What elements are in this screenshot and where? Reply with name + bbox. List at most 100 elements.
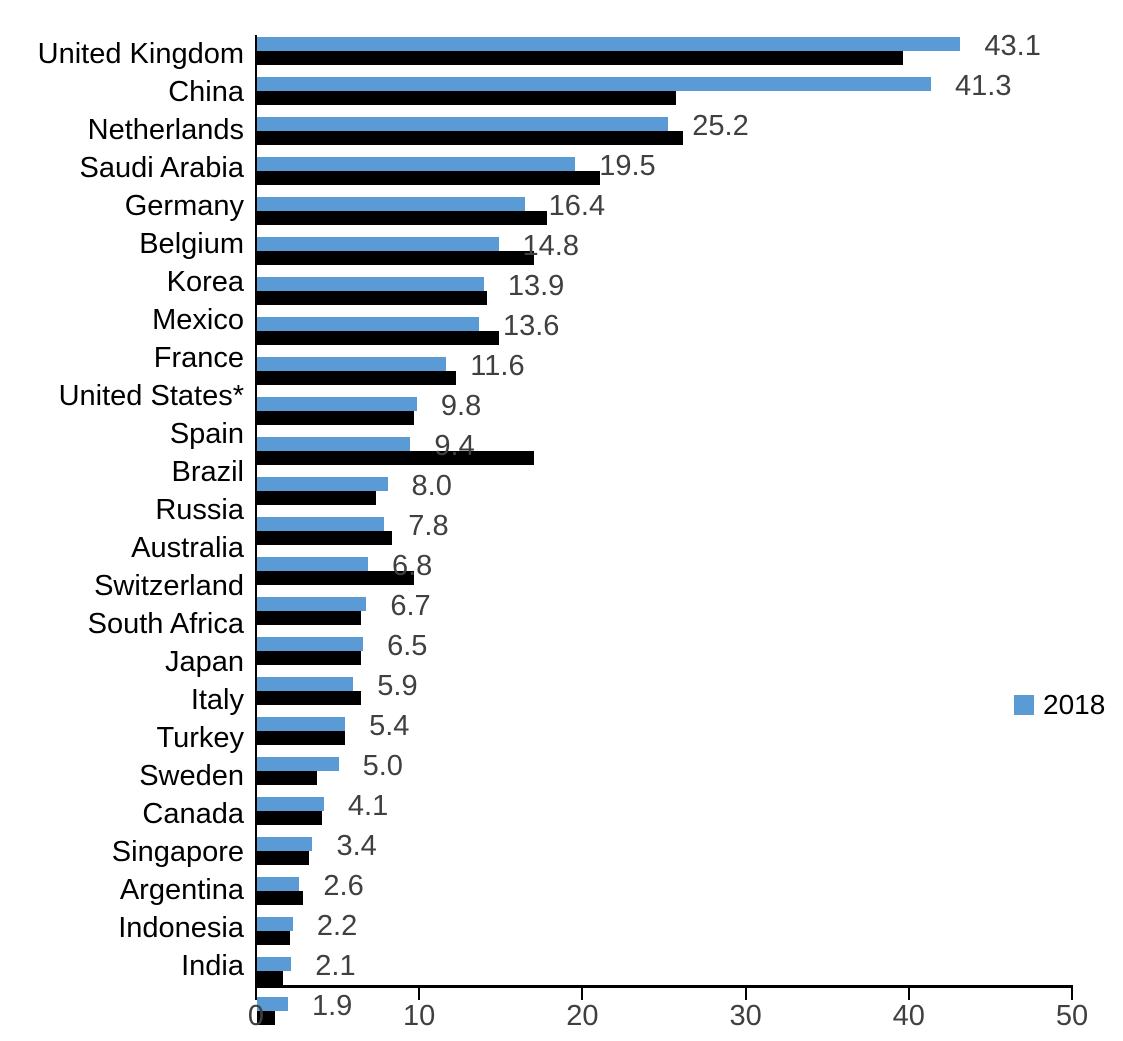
value-label: 6.5 bbox=[387, 630, 428, 662]
bar-2014 bbox=[257, 771, 318, 785]
category-label: Singapore bbox=[111, 836, 244, 868]
bar-2018 bbox=[257, 677, 354, 691]
category-label: Canada bbox=[142, 798, 244, 830]
value-label: 43.1 bbox=[984, 30, 1041, 62]
category-labels: United Kingdom China Netherlands Saudi Arab… bbox=[0, 35, 244, 985]
bar-group: 6.5 bbox=[257, 631, 1073, 675]
category-label: Netherlands bbox=[87, 114, 244, 146]
value-label: 13.6 bbox=[502, 310, 560, 342]
bar-2014 bbox=[257, 331, 499, 345]
value-label: 16.4 bbox=[548, 190, 606, 222]
category-label: Belgium bbox=[139, 228, 244, 260]
bar-group: 2.2 bbox=[257, 911, 1073, 955]
category-label: South Africa bbox=[87, 608, 244, 640]
bar-2018 bbox=[257, 637, 364, 651]
bar-group: 5.0 bbox=[257, 751, 1073, 795]
axis-tick bbox=[581, 988, 584, 1000]
category-label: Turkey bbox=[156, 722, 244, 754]
bar-2014 bbox=[257, 531, 393, 545]
x-tick-label: 20 bbox=[566, 1000, 599, 1032]
value-label: 3.4 bbox=[336, 830, 377, 862]
bar-2014 bbox=[257, 571, 414, 585]
value-label: 13.9 bbox=[507, 270, 565, 302]
bar-2014 bbox=[257, 211, 548, 225]
bar-group: 14.8 bbox=[257, 231, 1073, 275]
bar-group: 9.8 bbox=[257, 391, 1073, 435]
bar-2014 bbox=[257, 811, 323, 825]
category-label: India bbox=[181, 950, 244, 982]
value-label: 11.6 bbox=[470, 350, 525, 382]
bar-2018 bbox=[257, 917, 293, 931]
bar-2018 bbox=[257, 317, 479, 331]
bar-2014 bbox=[257, 91, 677, 105]
bar-2018 bbox=[257, 357, 447, 371]
axis-tick bbox=[1071, 988, 1073, 1000]
value-label: 25.2 bbox=[692, 110, 749, 142]
x-axis-ticks: 0 10 20 30 40 50 bbox=[0, 988, 1123, 1041]
bar-group: 9.4 bbox=[257, 431, 1073, 475]
category-label: Spain bbox=[169, 418, 244, 450]
category-label: Australia bbox=[131, 532, 244, 564]
bar-group: 11.6 bbox=[257, 351, 1073, 395]
category-label: Saudi Arabia bbox=[79, 152, 244, 184]
x-tick-label: 0 bbox=[247, 1000, 265, 1032]
bar-group: 5.4 bbox=[257, 711, 1073, 755]
value-label: 2.2 bbox=[316, 910, 358, 942]
bar-2014 bbox=[257, 51, 904, 65]
bar-group: 2.1 bbox=[257, 951, 1073, 995]
bar-2018 bbox=[257, 197, 525, 211]
category-label: Argentina bbox=[119, 874, 244, 906]
bar-2018 bbox=[257, 517, 385, 531]
category-label: Indonesia bbox=[118, 912, 244, 944]
bar-2018 bbox=[257, 477, 388, 491]
bar-2018 bbox=[257, 757, 339, 771]
bar-group: 6.8 bbox=[257, 551, 1073, 595]
value-label: 2.1 bbox=[315, 950, 356, 982]
x-tick-label: 30 bbox=[729, 1000, 762, 1032]
bar-2018 bbox=[257, 157, 576, 171]
value-label: 8.0 bbox=[411, 470, 452, 502]
legend-label-2018: 2018 bbox=[1043, 689, 1106, 720]
value-label: 5.9 bbox=[377, 670, 418, 702]
category-label: Mexico bbox=[152, 304, 244, 336]
plot-rows: 43.1 41.3 25.2 19.5 16.4 14.8 13.9 13.6 11.6 9.8 9… bbox=[257, 31, 1073, 1035]
axis-tick bbox=[907, 988, 910, 1000]
bar-2014 bbox=[257, 891, 303, 905]
bar-group: 8.0 bbox=[257, 471, 1073, 515]
bar-2018 bbox=[257, 717, 346, 731]
x-tick-label: 10 bbox=[403, 1000, 436, 1032]
value-label: 9.8 bbox=[440, 390, 482, 422]
category-label: Sweden bbox=[139, 760, 244, 792]
bar-2018 bbox=[257, 237, 499, 251]
value-label: 6.7 bbox=[390, 590, 431, 622]
axis-tick bbox=[744, 988, 747, 1000]
value-label: 5.4 bbox=[369, 710, 410, 742]
value-label: 1.9 bbox=[312, 990, 353, 1022]
bar-2018 bbox=[257, 277, 484, 291]
bar-2014 bbox=[257, 971, 284, 985]
bar-2014 bbox=[257, 131, 683, 145]
category-label: Korea bbox=[166, 266, 244, 298]
bar-group: 13.6 bbox=[257, 311, 1073, 355]
bar-2018 bbox=[257, 597, 367, 611]
value-label: 41.3 bbox=[955, 70, 1012, 102]
bar-2018 bbox=[257, 77, 932, 91]
bar-group: 7.8 bbox=[257, 511, 1073, 555]
bar-2014 bbox=[257, 411, 414, 425]
value-label: 14.8 bbox=[522, 230, 579, 262]
bar-group: 6.7 bbox=[257, 591, 1073, 635]
value-label: 9.4 bbox=[434, 430, 475, 462]
bar-2014 bbox=[257, 451, 535, 465]
legend-swatch-2018 bbox=[1014, 695, 1034, 715]
category-label: Switzerland bbox=[94, 570, 244, 602]
value-label: 2.6 bbox=[323, 870, 364, 902]
category-label: Italy bbox=[190, 684, 244, 716]
bar-2014 bbox=[257, 611, 362, 625]
category-label: China bbox=[168, 76, 244, 108]
bar-group: 5.9 bbox=[257, 671, 1073, 715]
bar-2014 bbox=[257, 251, 535, 265]
bar-2018 bbox=[257, 437, 411, 451]
bar-2018 bbox=[257, 797, 324, 811]
bar-group: 13.9 bbox=[257, 271, 1073, 315]
